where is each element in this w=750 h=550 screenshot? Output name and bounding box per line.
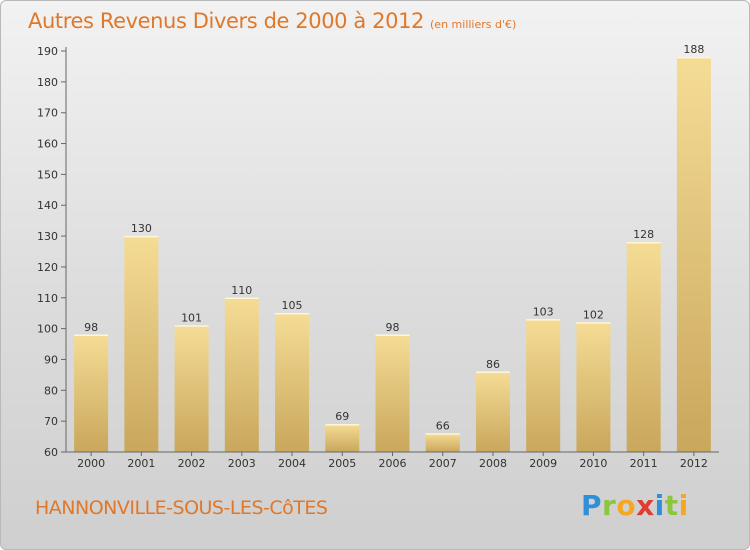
y-tick-label: 160	[37, 138, 58, 151]
data-label: 69	[335, 410, 349, 423]
x-tick-label: 2006	[379, 457, 407, 470]
data-label: 98	[386, 321, 400, 334]
proxiti-logo: Proxiti	[581, 489, 689, 522]
y-tick-label: 190	[37, 45, 58, 58]
bar	[425, 433, 460, 452]
data-label: 128	[633, 228, 654, 241]
y-tick-label: 130	[37, 230, 58, 243]
x-tick-label: 2002	[178, 457, 206, 470]
data-label: 105	[282, 299, 303, 312]
bar	[526, 319, 561, 452]
bar	[576, 322, 611, 452]
bar	[74, 334, 109, 452]
y-tick-label: 150	[37, 168, 58, 181]
chart-subtitle: (en milliers d'€)	[430, 18, 517, 31]
y-tick-label: 90	[44, 353, 58, 366]
x-tick-label: 2010	[579, 457, 607, 470]
x-tick-label: 2007	[429, 457, 457, 470]
logo-letter: P	[581, 489, 603, 522]
logo-letter: t	[664, 489, 679, 522]
y-tick-label: 60	[44, 446, 58, 459]
x-tick-label: 2011	[630, 457, 658, 470]
x-tick-label: 2005	[328, 457, 356, 470]
logo-letter: x	[636, 489, 655, 522]
y-tick-label: 80	[44, 384, 58, 397]
data-label: 188	[683, 43, 704, 56]
logo-letter: r	[602, 489, 617, 522]
y-tick-label: 140	[37, 199, 58, 212]
x-tick-label: 2008	[479, 457, 507, 470]
y-tick-label: 70	[44, 415, 58, 428]
data-label: 103	[533, 305, 554, 318]
data-label: 98	[84, 321, 98, 334]
data-label: 102	[583, 308, 604, 321]
chart-title: Autres Revenus Divers de 2000 à 2012 (en …	[28, 9, 516, 33]
y-tick-label: 120	[37, 261, 58, 274]
logo-letter: i	[678, 489, 689, 522]
data-label: 110	[231, 284, 252, 297]
x-tick-label: 2004	[278, 457, 306, 470]
data-label: 101	[181, 312, 202, 325]
x-tick-label: 2012	[680, 457, 708, 470]
y-tick-label: 110	[37, 292, 58, 305]
y-tick-label: 170	[37, 107, 58, 120]
bar	[224, 297, 259, 452]
bar	[375, 334, 410, 452]
y-axis: 60 70 80 90 100 110 120 130 140 150 160 170 180 190	[37, 45, 67, 459]
bar	[475, 371, 510, 452]
bar	[676, 57, 711, 453]
data-label: 66	[436, 419, 450, 432]
y-tick-label: 180	[37, 76, 58, 89]
x-tick-label: 2009	[529, 457, 557, 470]
x-tick-label: 2003	[228, 457, 256, 470]
bar	[275, 313, 310, 452]
bar	[325, 424, 360, 452]
commune-name: HANNONVILLE-SOUS-LES-CôTES	[35, 497, 328, 519]
data-label: 86	[486, 358, 500, 371]
data-label: 130	[131, 222, 152, 235]
logo-letter: o	[616, 489, 637, 522]
x-tick-label: 2001	[127, 457, 155, 470]
y-tick-label: 100	[37, 323, 58, 336]
chart-title-text: Autres Revenus Divers de 2000 à 2012	[28, 9, 425, 33]
bars-group: 98 130 101 110 105 69 98 66 86 103 102 128 188	[74, 43, 711, 453]
x-axis: 2000 2001 2002 2003 2004 2005 2006 2007 2008 2009…	[66, 451, 719, 470]
bar	[174, 325, 209, 452]
bar	[626, 242, 661, 452]
x-tick-label: 2000	[77, 457, 105, 470]
bar	[124, 236, 159, 452]
logo-letter: i	[654, 489, 665, 522]
